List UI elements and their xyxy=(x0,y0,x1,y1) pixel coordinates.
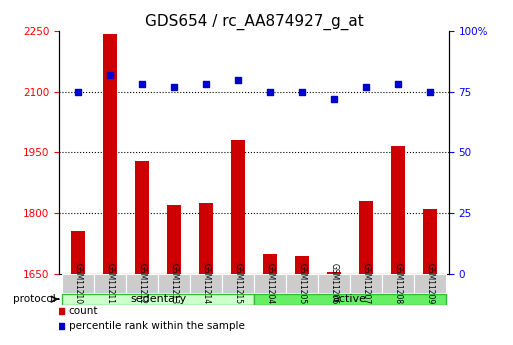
Point xyxy=(202,82,210,87)
Bar xyxy=(231,140,245,274)
Bar xyxy=(135,160,149,274)
Point xyxy=(138,82,146,87)
Bar xyxy=(359,201,373,274)
Bar xyxy=(94,274,126,293)
Text: GSM11215: GSM11215 xyxy=(233,263,243,304)
Text: protocol: protocol xyxy=(13,294,56,304)
Bar xyxy=(286,274,318,293)
Text: GSM11204: GSM11204 xyxy=(265,263,274,304)
Bar xyxy=(254,274,286,293)
Title: GDS654 / rc_AA874927_g_at: GDS654 / rc_AA874927_g_at xyxy=(145,13,363,30)
Point xyxy=(330,96,338,102)
Text: GSM11205: GSM11205 xyxy=(298,263,306,304)
Text: GSM11214: GSM11214 xyxy=(202,263,210,304)
Bar xyxy=(71,231,85,274)
Bar xyxy=(199,203,213,274)
Text: GSM11210: GSM11210 xyxy=(74,263,83,304)
Bar xyxy=(190,274,222,293)
Text: GSM11212: GSM11212 xyxy=(137,263,147,304)
Point xyxy=(170,84,178,90)
Point xyxy=(362,84,370,90)
Point xyxy=(106,72,114,78)
Bar xyxy=(103,34,117,274)
Text: GSM11207: GSM11207 xyxy=(361,263,370,304)
Text: active: active xyxy=(333,294,367,304)
Bar xyxy=(294,256,309,274)
Point xyxy=(266,89,274,95)
Bar xyxy=(126,274,158,293)
Text: GSM11206: GSM11206 xyxy=(329,263,339,304)
Bar xyxy=(350,274,382,293)
Bar xyxy=(158,274,190,293)
Bar xyxy=(318,274,350,293)
Text: GSM11213: GSM11213 xyxy=(169,263,179,304)
Text: percentile rank within the sample: percentile rank within the sample xyxy=(69,321,245,331)
Bar xyxy=(222,274,254,293)
Bar xyxy=(62,274,94,293)
Bar xyxy=(327,272,341,274)
Text: GSM11209: GSM11209 xyxy=(425,263,434,304)
Point xyxy=(234,77,242,82)
Point xyxy=(74,89,82,95)
Text: count: count xyxy=(69,306,98,316)
Bar xyxy=(263,254,277,274)
Text: GSM11211: GSM11211 xyxy=(106,263,114,304)
Bar xyxy=(62,294,254,305)
Bar xyxy=(254,294,446,305)
Bar xyxy=(413,274,446,293)
Bar xyxy=(382,274,413,293)
Point xyxy=(393,82,402,87)
Text: sedentary: sedentary xyxy=(130,294,186,304)
Bar xyxy=(167,205,181,274)
Bar xyxy=(423,209,437,274)
Bar xyxy=(390,146,405,274)
Point xyxy=(426,89,434,95)
Point xyxy=(298,89,306,95)
Text: GSM11208: GSM11208 xyxy=(393,263,402,304)
